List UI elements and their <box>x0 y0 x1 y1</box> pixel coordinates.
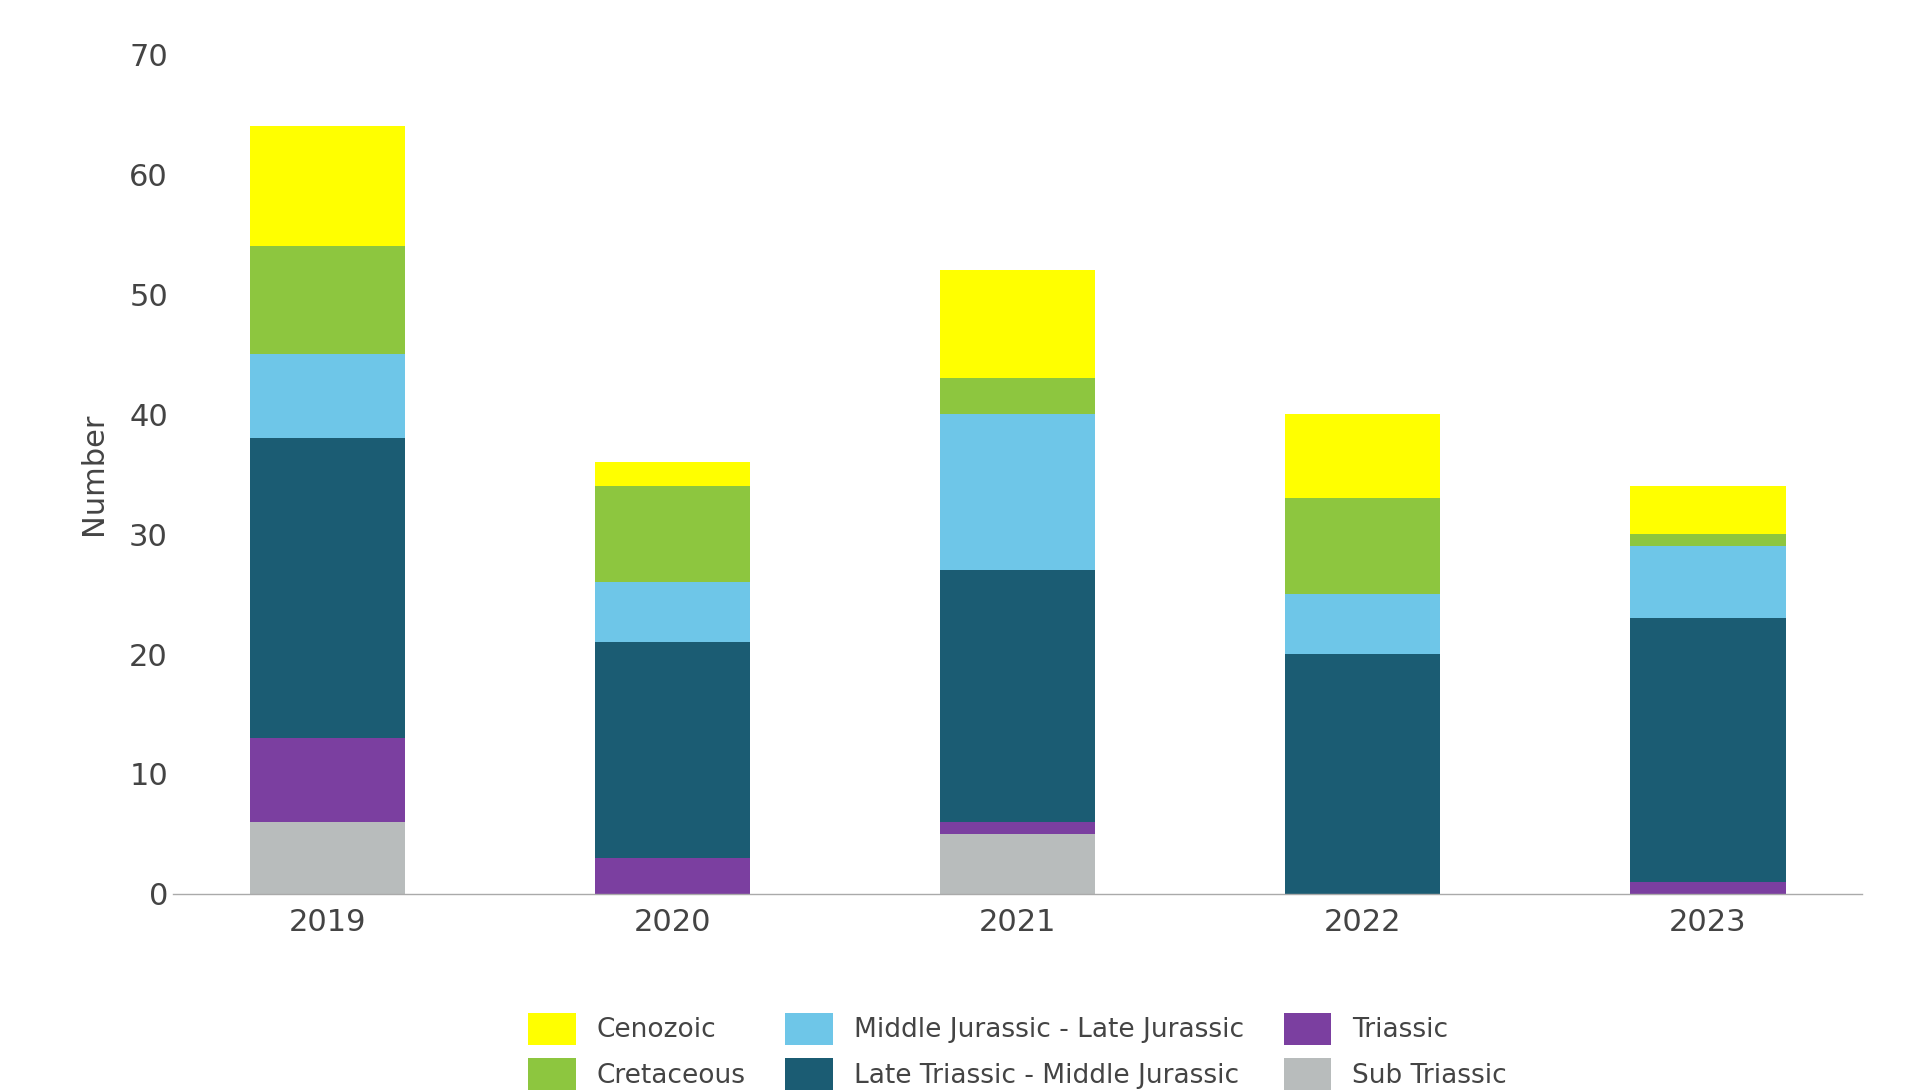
Bar <box>941 570 1094 822</box>
Bar <box>1284 654 1440 894</box>
Bar <box>1630 534 1786 546</box>
Bar <box>595 582 751 642</box>
Bar <box>1284 414 1440 498</box>
Bar <box>941 822 1094 834</box>
Bar <box>250 438 405 738</box>
Bar <box>1630 486 1786 534</box>
Bar <box>250 126 405 246</box>
Bar <box>250 738 405 822</box>
Bar <box>1284 498 1440 594</box>
Bar <box>941 378 1094 414</box>
Bar <box>1630 882 1786 894</box>
Bar <box>595 642 751 858</box>
Bar <box>941 834 1094 894</box>
Bar <box>941 270 1094 378</box>
Bar <box>250 822 405 894</box>
Bar <box>250 246 405 354</box>
Bar <box>1630 618 1786 882</box>
Bar <box>595 462 751 486</box>
Legend: Cenozoic, Cretaceous, Middle Jurassic - Late Jurassic, Late Triassic - Middle Ju: Cenozoic, Cretaceous, Middle Jurassic - … <box>515 1000 1521 1090</box>
Bar <box>1630 546 1786 618</box>
Bar <box>250 354 405 438</box>
Bar <box>595 486 751 582</box>
Bar <box>941 414 1094 570</box>
Bar <box>1284 594 1440 654</box>
Bar <box>595 858 751 894</box>
Y-axis label: Number: Number <box>79 413 108 535</box>
